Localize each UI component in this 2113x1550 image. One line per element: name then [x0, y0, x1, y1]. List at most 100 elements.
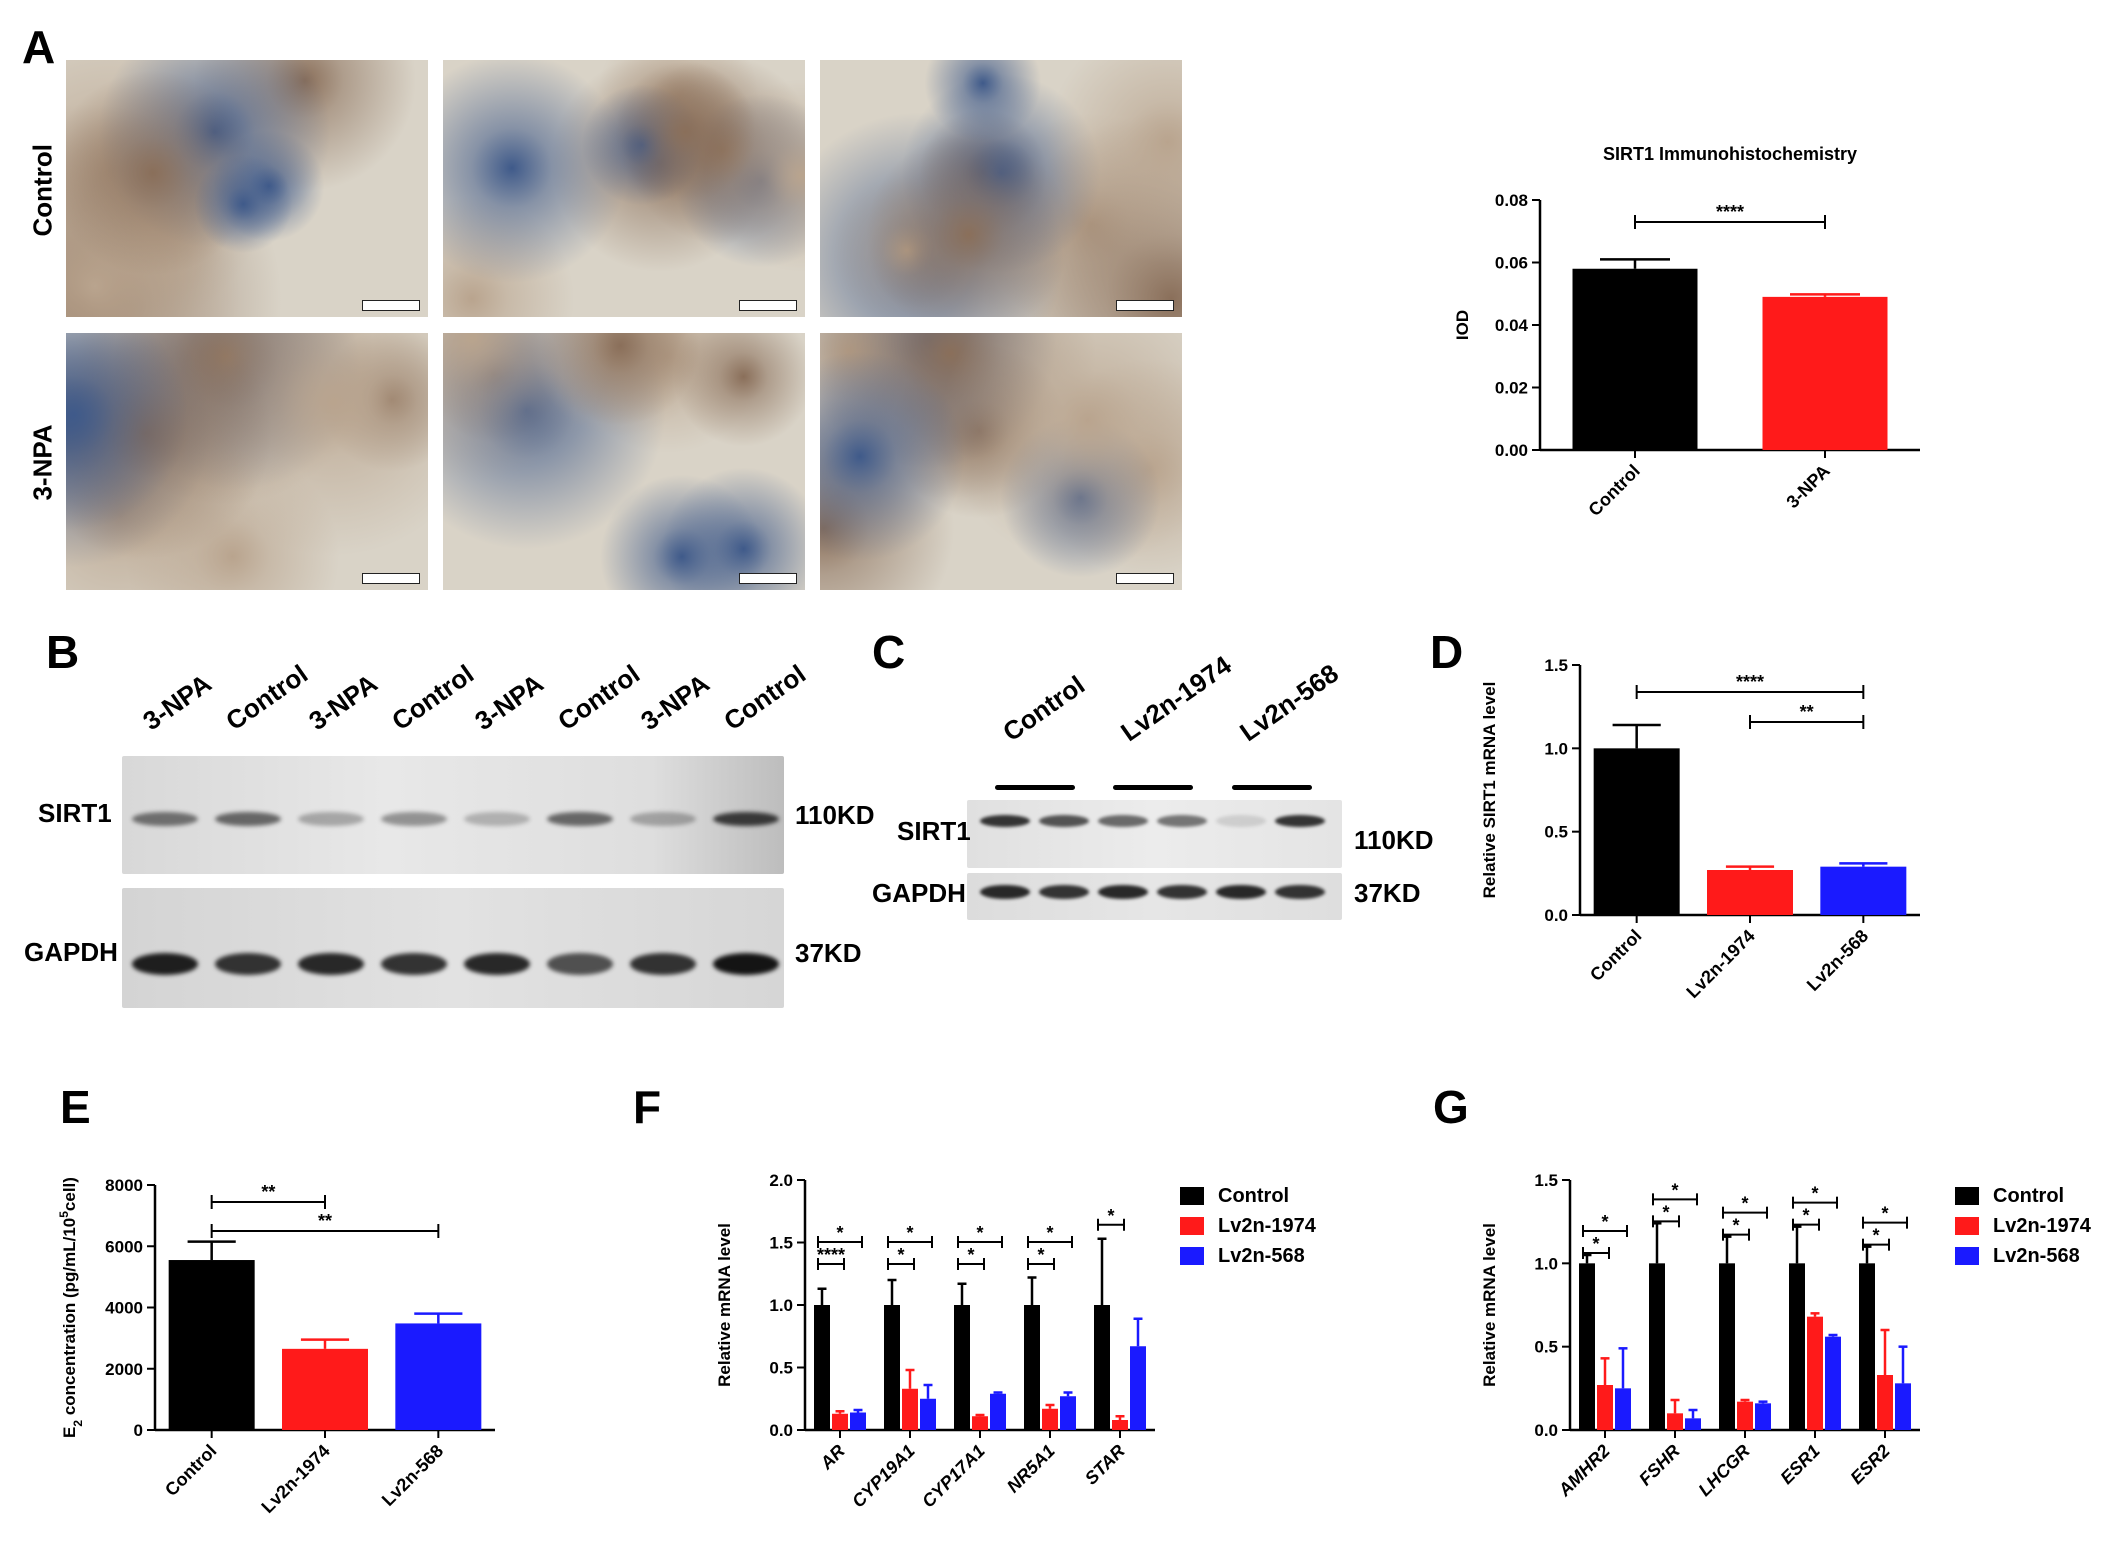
- blot-c-size-37kd: 37KD: [1354, 878, 1421, 908]
- blot-band: [464, 953, 530, 975]
- bar: [1825, 1336, 1841, 1430]
- bar: [1060, 1396, 1076, 1430]
- sig-label: **: [261, 1182, 275, 1202]
- blot-b-size-37kd: 37KD: [795, 938, 862, 968]
- bar: [850, 1412, 866, 1430]
- y-tick-label: 0: [134, 1421, 143, 1440]
- blot-band: [547, 953, 613, 975]
- bar: [954, 1305, 970, 1430]
- sig-label: *: [1811, 1184, 1818, 1204]
- x-tick-label: Lv2n-1974: [1682, 926, 1758, 1002]
- x-tick-label: STAR: [1081, 1441, 1129, 1489]
- sig-label: *: [1601, 1212, 1608, 1232]
- bar: [902, 1388, 918, 1430]
- legend-label: Control: [1218, 1185, 1289, 1207]
- bar: [990, 1393, 1006, 1430]
- bar: [1895, 1383, 1911, 1430]
- blot-c-group-label: Control: [997, 669, 1091, 748]
- panel-label-d: D: [1430, 626, 1464, 678]
- blot-band: [298, 812, 364, 826]
- y-axis-label-part: 2: [71, 1420, 85, 1427]
- sig-label: *: [836, 1223, 843, 1243]
- y-tick-label: 2000: [105, 1360, 143, 1379]
- y-axis-label: Relative mRNA level: [1480, 1223, 1499, 1387]
- y-tick-label: 4000: [105, 1299, 143, 1318]
- panel-label-c: C: [872, 626, 906, 678]
- x-tick-label: Lv2n-1974: [257, 1441, 333, 1517]
- y-tick-label: 2.0: [769, 1171, 793, 1190]
- sig-label: **: [1800, 702, 1814, 722]
- y-axis-label: IOD: [1453, 310, 1472, 340]
- blot-band: [1216, 815, 1266, 827]
- y-tick-label: 0.04: [1495, 316, 1529, 335]
- blot-b-lane-label: Control: [718, 658, 812, 737]
- blot-band: [630, 812, 696, 826]
- blot-band: [381, 953, 447, 975]
- legend-swatch: [1180, 1217, 1204, 1235]
- blot-band: [1098, 885, 1148, 899]
- scale-bar: [739, 573, 797, 584]
- sig-label: *: [1107, 1206, 1114, 1226]
- bar: [1615, 1388, 1631, 1430]
- sig-label: *: [976, 1223, 983, 1243]
- scale-bar: [739, 300, 797, 311]
- bar: [1572, 268, 1698, 450]
- legend-swatch: [1955, 1187, 1979, 1205]
- legend-label: Lv2n-568: [1993, 1245, 2080, 1267]
- bar: [1755, 1403, 1771, 1430]
- x-tick-label: FSHR: [1635, 1441, 1684, 1490]
- bar: [884, 1305, 900, 1430]
- sig-label: *: [1881, 1204, 1888, 1224]
- y-tick-label: 0.00: [1495, 441, 1528, 460]
- blot-band: [215, 953, 281, 975]
- y-tick-label: 0.5: [769, 1359, 793, 1378]
- sig-label: ****: [1736, 672, 1764, 692]
- micro-row-label-control: Control: [27, 144, 58, 237]
- x-tick-label: CYP17A1: [918, 1441, 989, 1512]
- y-tick-label: 8000: [105, 1176, 143, 1195]
- blot-band: [215, 812, 281, 826]
- sig-label: *: [1592, 1234, 1599, 1254]
- blot-band: [1039, 885, 1089, 899]
- scale-bar: [1116, 573, 1174, 584]
- y-tick-label: 6000: [105, 1237, 143, 1256]
- blot-band: [1275, 815, 1325, 827]
- y-tick-label: 1.0: [1534, 1254, 1558, 1273]
- panel-label-f: F: [633, 1081, 662, 1133]
- sig-label: *: [967, 1245, 974, 1265]
- y-axis-label: E2 concentration (pg/mL/105cell): [57, 1177, 85, 1438]
- y-tick-label: 1.5: [1534, 1171, 1558, 1190]
- scale-bar: [1116, 300, 1174, 311]
- x-tick-label: NR5A1: [1003, 1441, 1059, 1497]
- bar: [1820, 866, 1907, 915]
- y-tick-label: 1.5: [769, 1234, 793, 1253]
- blot-b-row-label-sirt1: SIRT1: [38, 798, 112, 828]
- panel-label-g: G: [1433, 1081, 1469, 1133]
- x-tick-label: Control: [1584, 461, 1643, 520]
- bar: [832, 1413, 848, 1430]
- bar: [1597, 1385, 1613, 1430]
- bar: [395, 1323, 482, 1430]
- sig-label: *: [1662, 1202, 1669, 1222]
- y-tick-label: 1.0: [769, 1296, 793, 1315]
- x-tick-label: AR: [816, 1441, 849, 1474]
- y-tick-label: 0.06: [1495, 254, 1528, 273]
- blot-b-lane-label: 3-NPA: [303, 667, 383, 737]
- bar: [282, 1348, 368, 1430]
- y-tick-label: 0.0: [1534, 1421, 1558, 1440]
- blot-b-row-label-gapdh: GAPDH: [24, 937, 118, 967]
- bar: [972, 1416, 988, 1430]
- micrograph-3npa-3: [820, 333, 1182, 590]
- chart-sirt1-ihc: SIRT1 Immunohistochemistry 0.00 0.02 0.04 0.…: [1453, 144, 1920, 520]
- blot-b-lane-label: 3-NPA: [469, 667, 549, 737]
- blot-band: [298, 953, 364, 975]
- legend-label: Lv2n-568: [1218, 1245, 1305, 1267]
- sig-label: *: [906, 1223, 913, 1243]
- bar: [1719, 1263, 1735, 1430]
- y-axis-label: Relative mRNA level: [715, 1223, 734, 1387]
- bar: [814, 1305, 830, 1430]
- blot-band: [980, 885, 1030, 899]
- blot-band: [630, 953, 696, 975]
- bar: [168, 1260, 255, 1430]
- blot-c-group-bar: [1232, 785, 1312, 790]
